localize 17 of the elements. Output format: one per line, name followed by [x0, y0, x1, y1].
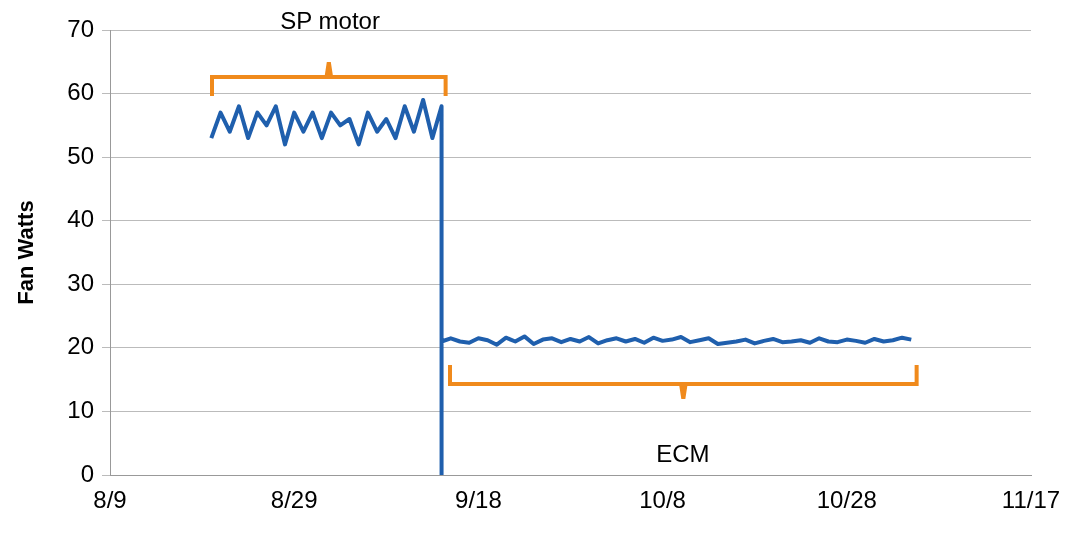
- y-tick-label: 0: [80, 459, 94, 487]
- annotation: SP motor: [280, 6, 380, 34]
- x-tick-label: 9/18: [455, 485, 502, 513]
- y-tick-label: 20: [67, 332, 94, 360]
- y-axis-title: Fan Watts: [13, 200, 39, 305]
- annotation: ECM: [656, 439, 710, 467]
- y-tick-label: 10: [67, 396, 94, 424]
- y-tick-label: 30: [67, 268, 94, 296]
- x-tick-label: 10/28: [816, 485, 877, 513]
- y-tick-label: 40: [67, 205, 94, 233]
- y-tick-label: 60: [67, 78, 94, 106]
- x-tick-label: 11/17: [1001, 485, 1061, 513]
- x-tick-label: 8/29: [270, 485, 318, 513]
- y-tick-label: 50: [67, 141, 94, 169]
- x-tick-label: 10/8: [639, 485, 686, 513]
- x-tick-label: 8/9: [93, 485, 127, 513]
- y-tick-label: 70: [67, 14, 94, 42]
